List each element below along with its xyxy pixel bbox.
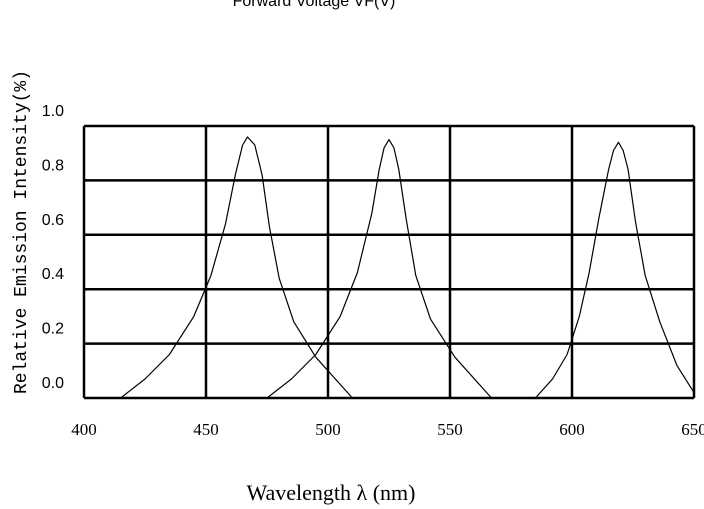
y-tick-label-2: 0.4 <box>42 266 64 283</box>
x-tick-label-3: 550 <box>437 420 463 439</box>
series-line-1 <box>120 136 353 399</box>
y-axis-label: Relative Emission Intensity(%) <box>12 70 32 394</box>
x-tick-label-0: 400 <box>71 420 97 439</box>
x-tick-label-4: 600 <box>559 420 585 439</box>
x-tick-label-5: 650 <box>681 420 704 439</box>
top-label: Forward Voltage VF(V) <box>233 0 396 10</box>
series-line-3 <box>534 141 695 399</box>
grid <box>82 124 696 400</box>
y-tick-label-0: 0.0 <box>42 375 64 392</box>
tick-labels: 0.0 0.2 0.4 0.6 0.8 1.0 400 450 500 550 600 650 <box>42 103 704 439</box>
x-tick-label-2: 500 <box>315 420 341 439</box>
y-tick-label-5: 1.0 <box>42 103 64 120</box>
y-tick-label-4: 0.8 <box>42 157 64 174</box>
x-tick-label-1: 450 <box>193 420 219 439</box>
y-tick-label-3: 0.6 <box>42 212 64 229</box>
series-line-2 <box>266 139 492 399</box>
x-axis-label: Wavelength λ (nm) <box>247 480 416 505</box>
y-tick-label-1: 0.2 <box>42 321 64 338</box>
series <box>120 136 695 399</box>
